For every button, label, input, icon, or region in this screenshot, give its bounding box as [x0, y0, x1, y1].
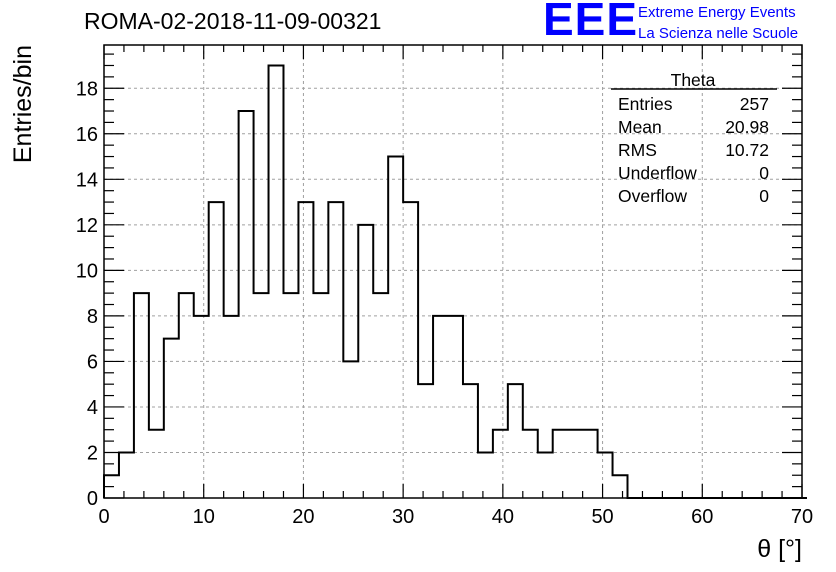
histogram-bin	[164, 339, 179, 498]
histogram-bin	[523, 430, 538, 498]
histogram-bin	[298, 202, 313, 498]
histogram-bin	[149, 430, 164, 498]
x-tick-label: 60	[691, 506, 713, 528]
histogram-bin	[179, 293, 194, 498]
x-tick-label: 10	[193, 506, 215, 528]
histogram-bins	[104, 65, 628, 498]
histogram-bin	[598, 452, 613, 498]
stats-value: 0	[759, 163, 769, 183]
logo-caption-line2: La Scienza nelle Scuole	[638, 25, 799, 42]
histogram-bin	[373, 293, 388, 498]
y-tick-label: 16	[76, 124, 98, 146]
y-axis-title: Entries/bin	[9, 45, 37, 163]
x-tick-label: 20	[292, 506, 314, 528]
stats-label: Overflow	[618, 186, 687, 206]
logo-caption-line1: Extreme Energy Events	[638, 4, 796, 21]
histogram-bin	[553, 430, 568, 498]
y-tick-label: 4	[87, 397, 98, 419]
histogram-bin	[463, 384, 478, 498]
histogram-bin	[119, 452, 134, 498]
histogram-outline	[103, 64, 807, 499]
x-axis-title: θ [°]	[757, 535, 802, 563]
histogram-bin	[134, 293, 149, 498]
x-tick-label: 50	[591, 506, 613, 528]
logo-mark: EEE	[543, 0, 639, 45]
y-tick-labels: 0 2 4 6 8 10 12 14 16 18	[76, 78, 98, 510]
stats-value: 10.72	[725, 140, 769, 160]
plot-title: ROMA-02-2018-11-09-00321	[84, 8, 382, 34]
x-tick-label: 40	[492, 506, 514, 528]
histogram-bin	[313, 293, 328, 498]
x-tick-label: 0	[98, 506, 109, 528]
stats-label: Underflow	[618, 163, 697, 183]
histogram-bin	[403, 202, 418, 498]
histogram-bin	[269, 65, 284, 498]
stats-value: 20.98	[725, 117, 769, 137]
histogram-bin	[568, 430, 583, 498]
y-tick-label: 12	[76, 215, 98, 237]
stats-value: 257	[740, 94, 769, 114]
histogram-bin	[328, 202, 343, 498]
stats-rows: Entries 257 Mean 20.98 RMS 10.72 Underflow 0 Ove…	[618, 94, 769, 206]
grid-lines	[104, 45, 802, 498]
stats-box: Theta Entries 257 Mean 20.98 RMS 10.72 Underfl…	[611, 70, 777, 206]
histogram-bin	[508, 384, 523, 498]
stats-value: 0	[759, 186, 769, 206]
histogram-bin	[343, 361, 358, 498]
y-tick-label: 14	[76, 169, 98, 191]
histogram-bin	[254, 293, 269, 498]
x-tick-label: 30	[392, 506, 414, 528]
histogram-bin	[538, 452, 553, 498]
y-tick-label: 6	[87, 351, 98, 373]
histogram-bin	[613, 475, 628, 498]
histogram-bin	[583, 430, 598, 498]
histogram-bin	[478, 452, 493, 498]
x-tick-labels: 0 10 20 30 40 50 60 70	[98, 506, 813, 528]
y-tick-label: 18	[76, 78, 98, 100]
stats-label: Entries	[618, 94, 673, 114]
x-tick-label: 70	[791, 506, 813, 528]
histogram-bin	[418, 384, 433, 498]
histogram-bin	[493, 430, 508, 498]
plot-frame	[103, 44, 803, 499]
histogram-bin	[283, 293, 298, 498]
y-tick-label: 0	[87, 488, 98, 510]
stats-title: Theta	[671, 70, 716, 90]
stats-label: Mean	[618, 117, 662, 137]
histogram-bin	[388, 157, 403, 498]
axis-ticks	[103, 45, 803, 499]
y-tick-label: 8	[87, 306, 98, 328]
stats-label: RMS	[618, 140, 657, 160]
histogram-bin	[209, 202, 224, 498]
y-tick-label: 10	[76, 260, 98, 282]
histogram-bin	[239, 111, 254, 498]
y-tick-label: 2	[87, 442, 98, 464]
